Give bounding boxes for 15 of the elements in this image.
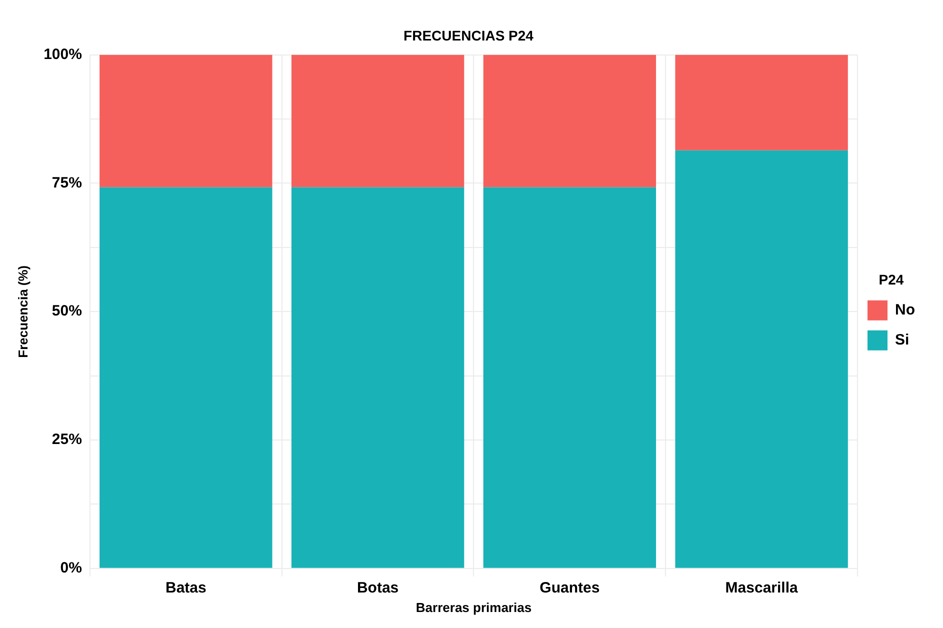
x-tick-label: Mascarilla xyxy=(725,580,798,597)
legend-title: P24 xyxy=(878,271,904,288)
chart-title: FRECUENCIAS P24 xyxy=(404,27,534,44)
x-axis-title: Barreras primarias xyxy=(416,600,532,615)
y-tick-label: 100% xyxy=(44,46,82,63)
x-tick-label: Guantes xyxy=(540,580,600,597)
y-tick-label: 75% xyxy=(52,174,82,192)
y-tick-label: 25% xyxy=(52,431,82,448)
legend-label: Si xyxy=(895,332,910,349)
y-tick-label: 50% xyxy=(52,302,82,320)
legend-label: No xyxy=(895,302,916,319)
y-axis-title: Frecuencia (%) xyxy=(15,265,30,358)
x-tick-label: Batas xyxy=(165,580,206,597)
y-tick-label: 0% xyxy=(60,560,82,577)
x-tick-label: Botas xyxy=(356,580,399,597)
